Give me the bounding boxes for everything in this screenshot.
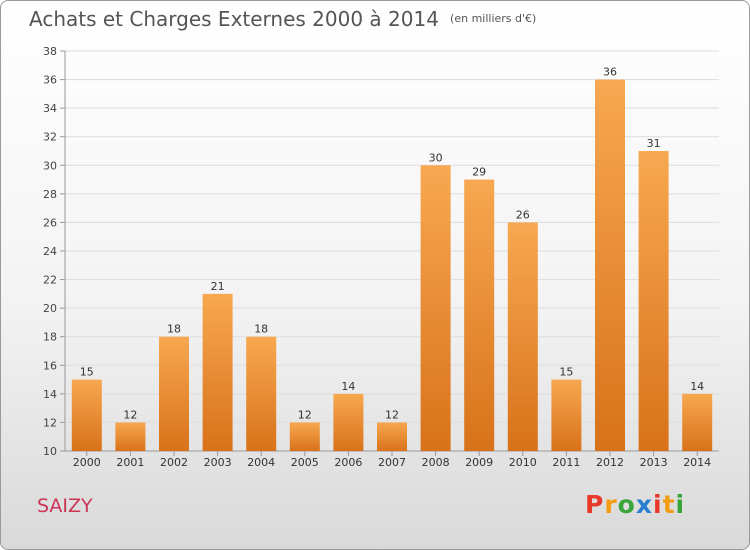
proxiti-logo: Proxiti — [585, 490, 685, 519]
data-label: 14 — [690, 380, 704, 393]
bar — [638, 151, 669, 451]
chart-title: Achats et Charges Externes 2000 à 2014 — [29, 7, 439, 31]
logo-letter: t — [662, 490, 676, 519]
logo-letter: o — [617, 490, 636, 519]
bar — [333, 393, 364, 451]
logo-letter: P — [585, 490, 605, 519]
y-tick-label: 38 — [43, 45, 57, 58]
bar — [289, 422, 320, 451]
y-tick-label: 10 — [43, 445, 57, 458]
data-label: 18 — [167, 323, 181, 336]
bar — [464, 179, 495, 452]
data-label: 18 — [254, 323, 268, 336]
x-tick-label: 2002 — [160, 456, 188, 469]
data-label: 30 — [429, 151, 443, 164]
logo-letter: x — [635, 490, 653, 519]
x-tick-label: 2009 — [465, 456, 493, 469]
bar — [377, 422, 407, 451]
y-tick-label: 30 — [43, 159, 57, 172]
bar — [507, 222, 538, 451]
x-tick-label: 2011 — [552, 456, 580, 469]
data-label: 36 — [603, 66, 617, 79]
x-tick-label: 2001 — [116, 456, 144, 469]
data-label: 21 — [211, 280, 225, 293]
data-label: 31 — [647, 137, 661, 150]
data-label: 26 — [516, 208, 530, 221]
x-tick-label: 2010 — [509, 456, 537, 469]
y-tick-label: 18 — [43, 331, 57, 344]
x-tick-label: 2012 — [596, 456, 624, 469]
chart-unit: (en milliers d'€) — [450, 12, 537, 25]
data-label: 12 — [298, 408, 312, 421]
x-tick-label: 2014 — [683, 456, 711, 469]
bar — [595, 79, 625, 452]
bar — [682, 393, 713, 451]
y-tick-label: 20 — [43, 302, 57, 315]
x-tick-label: 2003 — [204, 456, 232, 469]
bar — [159, 336, 189, 451]
y-tick-label: 14 — [43, 388, 57, 401]
bar — [420, 165, 451, 452]
y-tick-label: 28 — [43, 188, 57, 201]
x-tick-label: 2005 — [291, 456, 319, 469]
logo-letter: i — [675, 490, 686, 519]
x-tick-label: 2000 — [73, 456, 101, 469]
data-label: 15 — [80, 366, 94, 379]
x-tick-label: 2006 — [334, 456, 362, 469]
y-tick-label: 36 — [43, 74, 57, 87]
logo-letter: i — [653, 490, 663, 519]
bar — [115, 422, 146, 451]
labels: 10 12 14 16 18 20 22 24 26 28 30 32 34 36 38 2000 15 2001… — [43, 45, 711, 469]
y-tick-label: 22 — [43, 274, 57, 287]
y-tick-label: 34 — [43, 102, 57, 115]
y-tick-label: 16 — [43, 359, 57, 372]
data-label: 29 — [472, 166, 486, 179]
data-label: 12 — [385, 408, 399, 421]
x-tick-label: 2008 — [422, 456, 450, 469]
commune-name: SAIZY — [37, 495, 93, 517]
data-label: 15 — [559, 366, 573, 379]
x-tick-label: 2013 — [640, 456, 668, 469]
bar — [202, 293, 233, 451]
bar — [551, 379, 582, 451]
data-label: 14 — [341, 380, 355, 393]
y-tick-label: 32 — [43, 131, 57, 144]
y-tick-label: 24 — [43, 245, 57, 258]
x-tick-label: 2004 — [247, 456, 275, 469]
bars — [71, 79, 713, 452]
chart-title-block: Achats et Charges Externes 2000 à 2014 (… — [29, 7, 536, 31]
y-tick-label: 26 — [43, 216, 57, 229]
y-tick-label: 12 — [43, 416, 57, 429]
data-label: 12 — [123, 408, 137, 421]
x-tick-label: 2007 — [378, 456, 406, 469]
logo-letter: r — [604, 490, 618, 519]
bar — [246, 336, 277, 451]
bar — [71, 379, 102, 451]
